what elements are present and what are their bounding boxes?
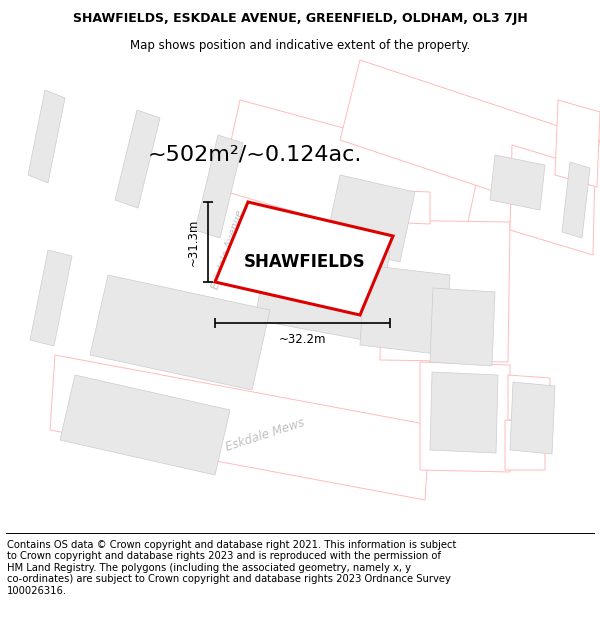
Polygon shape (510, 145, 595, 255)
Polygon shape (382, 190, 430, 224)
Text: SHAWFIELDS: SHAWFIELDS (244, 253, 366, 271)
Polygon shape (50, 355, 430, 500)
Polygon shape (325, 175, 415, 262)
Polygon shape (380, 220, 510, 362)
Text: ~502m²/~0.124ac.: ~502m²/~0.124ac. (148, 145, 362, 165)
Polygon shape (255, 230, 390, 342)
Polygon shape (420, 362, 510, 472)
Polygon shape (508, 375, 550, 420)
Text: SHAWFIELDS, ESKDALE AVENUE, GREENFIELD, OLDHAM, OL3 7JH: SHAWFIELDS, ESKDALE AVENUE, GREENFIELD, … (73, 12, 527, 25)
Text: Contains OS data © Crown copyright and database right 2021. This information is : Contains OS data © Crown copyright and d… (7, 539, 457, 596)
Text: Map shows position and indicative extent of the property.: Map shows position and indicative extent… (130, 39, 470, 51)
Polygon shape (30, 250, 72, 346)
Text: ~31.3m: ~31.3m (187, 218, 200, 266)
Polygon shape (505, 420, 545, 470)
Polygon shape (490, 155, 545, 210)
Polygon shape (430, 372, 498, 453)
Polygon shape (215, 202, 393, 315)
Polygon shape (28, 90, 65, 183)
Polygon shape (340, 60, 600, 220)
Polygon shape (115, 110, 160, 208)
Polygon shape (90, 275, 270, 390)
Text: Eskdale Mews: Eskdale Mews (224, 416, 306, 454)
Polygon shape (195, 135, 243, 238)
Polygon shape (510, 382, 555, 454)
Polygon shape (430, 288, 495, 366)
Polygon shape (60, 375, 230, 475)
Polygon shape (220, 100, 480, 260)
Text: Eskdale Avenue: Eskdale Avenue (211, 209, 245, 291)
Polygon shape (555, 100, 600, 187)
Polygon shape (360, 265, 450, 355)
Polygon shape (562, 162, 590, 238)
Text: ~32.2m: ~32.2m (279, 333, 326, 346)
